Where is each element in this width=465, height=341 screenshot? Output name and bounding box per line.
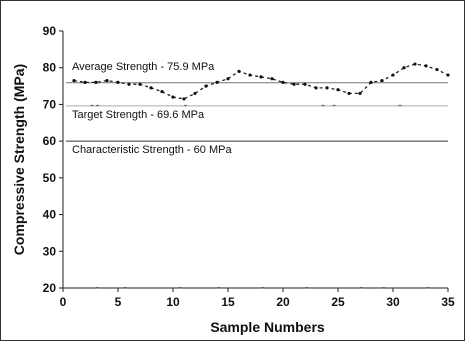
data-point xyxy=(182,97,186,101)
x-axis-title: Sample Numbers xyxy=(210,319,325,335)
data-point xyxy=(138,82,142,86)
reference-line-label: Average Strength - 75.9 MPa xyxy=(72,61,215,73)
speck-mark xyxy=(426,287,429,289)
data-point xyxy=(149,86,153,90)
data-point xyxy=(127,82,131,86)
data-point xyxy=(435,67,439,72)
data-point xyxy=(259,75,263,79)
speck-mark xyxy=(321,104,325,107)
data-point xyxy=(72,78,76,83)
speck-mark xyxy=(332,104,336,107)
data-point xyxy=(270,77,274,81)
speck-mark xyxy=(217,287,220,289)
speck-marks-group xyxy=(90,104,429,289)
data-point xyxy=(248,73,252,77)
data-point xyxy=(391,73,395,77)
data-point xyxy=(303,82,307,86)
y-tick-label: 60 xyxy=(43,134,57,148)
x-tick-label: 30 xyxy=(386,295,400,309)
data-point xyxy=(358,91,362,96)
speck-mark xyxy=(382,287,385,289)
y-tick-label: 40 xyxy=(43,208,57,222)
speck-mark xyxy=(123,287,127,289)
data-point xyxy=(226,77,230,81)
data-point xyxy=(237,69,241,73)
y-ticks-group: 20 30 40 50 60 70 80 90 xyxy=(43,24,63,295)
data-point xyxy=(83,80,87,84)
y-tick-label: 90 xyxy=(43,24,57,38)
data-point xyxy=(160,89,164,94)
speck-mark xyxy=(178,287,182,289)
data-point xyxy=(413,62,417,66)
data-point xyxy=(171,95,175,99)
x-tick-label: 0 xyxy=(60,295,67,309)
y-tick-label: 50 xyxy=(43,171,57,185)
reference-lines-group: Average Strength - 75.9 MPa Target Streng… xyxy=(66,61,448,156)
speck-mark xyxy=(305,287,308,289)
data-point xyxy=(446,73,450,77)
data-point xyxy=(325,86,329,90)
y-tick-label: 30 xyxy=(43,244,57,258)
reference-line-label: Characteristic Strength - 60 MPa xyxy=(72,144,232,156)
series-line xyxy=(73,63,449,100)
x-tick-label: 25 xyxy=(331,295,345,309)
data-point xyxy=(215,80,219,84)
y-tick-label: 80 xyxy=(43,61,57,75)
speck-mark xyxy=(96,287,99,289)
speck-mark xyxy=(96,104,99,107)
data-point xyxy=(369,80,373,84)
data-point xyxy=(347,91,351,96)
speck-mark xyxy=(261,287,264,289)
data-point xyxy=(116,80,120,84)
x-tick-label: 10 xyxy=(166,295,180,309)
y-tick-label: 70 xyxy=(43,97,57,111)
data-point xyxy=(193,91,197,96)
reference-line-label: Target Strength - 69.6 MPa xyxy=(72,109,205,121)
data-point xyxy=(380,78,384,83)
speck-mark xyxy=(360,287,363,289)
data-point xyxy=(281,80,285,84)
data-point xyxy=(292,82,296,86)
series-group xyxy=(72,62,450,101)
speck-mark xyxy=(398,104,402,107)
x-tick-label: 15 xyxy=(221,295,235,309)
x-tick-label: 35 xyxy=(441,295,455,309)
speck-mark xyxy=(90,104,94,107)
data-point xyxy=(314,86,318,90)
x-tick-label: 5 xyxy=(115,295,122,309)
speck-mark xyxy=(184,104,187,107)
data-point xyxy=(94,80,98,84)
data-point xyxy=(424,64,428,68)
data-point xyxy=(336,88,340,92)
y-axis-title: Compressive Strength (MPa) xyxy=(11,64,27,255)
y-tick-label: 20 xyxy=(43,281,57,295)
x-ticks-group: 0 5 10 15 20 25 30 35 xyxy=(60,288,455,309)
data-point xyxy=(105,78,109,83)
data-point xyxy=(402,66,406,70)
data-point xyxy=(204,84,208,88)
x-tick-label: 20 xyxy=(276,295,290,309)
